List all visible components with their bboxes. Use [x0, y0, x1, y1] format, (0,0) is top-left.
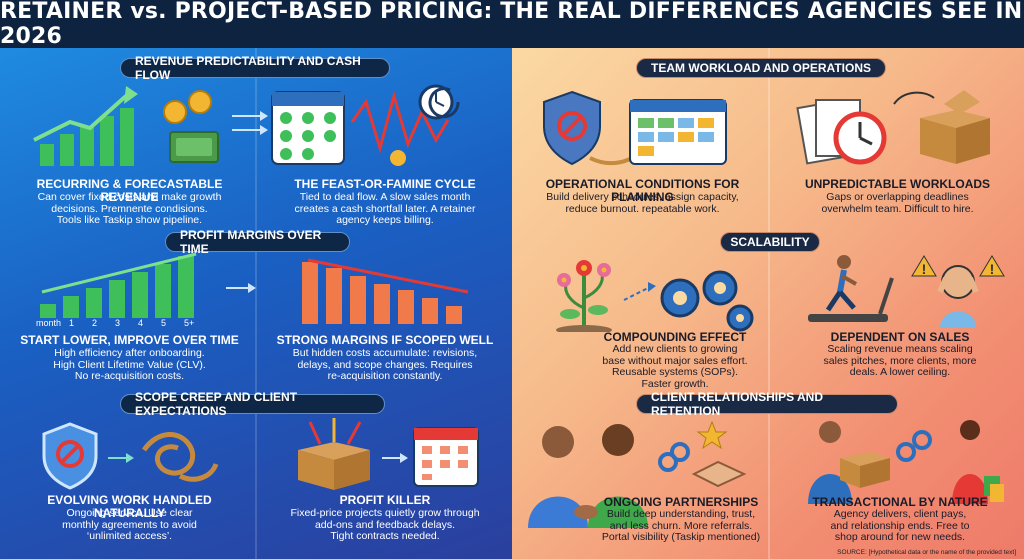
block-text: Ongoing service. Use clear monthly agree… [62, 507, 197, 542]
chart-axis-label: 1 [69, 318, 75, 328]
chart-bar [109, 280, 125, 318]
block-text: Scaling revenue means scaling sales pitc… [823, 343, 977, 378]
trend-arrow [307, 258, 469, 294]
chart-bar [374, 284, 390, 324]
falling-margins-chart [302, 258, 469, 324]
block-title: EVOLVING WORK HANDLED NATURALLY [47, 493, 212, 520]
block-text: Build delivery schedules, assign capacit… [546, 191, 739, 215]
block-title: PROFIT KILLER [339, 493, 431, 507]
calendar-icon [271, 84, 460, 166]
block-title: TRANSACTIONAL BY NATURE [812, 495, 988, 509]
trend-arrow [41, 252, 197, 294]
chart-axis-label: 3 [115, 318, 121, 328]
block-title: OPERATIONAL CONDITIONS FOR PLANNING [545, 177, 740, 204]
block-text: Agency delivers, client pays, and relati… [830, 508, 970, 543]
block-text: Build deep understanding, trust, and les… [601, 508, 761, 543]
section-revenue: REVENUE PREDICTABILITY AND CASH FLOW [120, 54, 390, 82]
block-text: Fixed-price projects quietly grow throug… [290, 507, 480, 542]
overflowing-box-icon [298, 418, 479, 490]
chart-bar [40, 304, 56, 318]
chart-bar [155, 264, 171, 318]
block-text: But hidden costs accumulate: revisions, … [292, 347, 478, 382]
chart-bar [350, 276, 366, 324]
chart-bar [446, 306, 462, 324]
shield-calendar-icon [543, 90, 727, 166]
section-relationships: CLIENT RELATIONSHIPS AND RETENTION [636, 390, 898, 418]
block-text: High efficiency after onboarding. High C… [53, 347, 206, 382]
section-margins: PROFIT MARGINS OVER TIME [165, 228, 350, 256]
svg-text:!: ! [990, 261, 995, 277]
chart-bar [86, 288, 102, 318]
block-title: STRONG MARGINS IF SCOPED WELL [276, 333, 494, 347]
chart-bar [326, 268, 342, 324]
growing-plant-icon [556, 260, 754, 332]
treadmill-runner-icon: ! ! [808, 255, 1005, 328]
chart-bar [132, 272, 148, 318]
chart-bar [63, 296, 79, 318]
block-title: RECURRING & FORECASTABLE REVENUE [36, 177, 223, 204]
chart-axis-label: 5 [161, 318, 167, 328]
block-text: Can cover fixed costs and make growth de… [37, 191, 222, 226]
block-text: Tied to deal flow. A slow sales month cr… [294, 191, 476, 226]
block-title: COMPOUNDING EFFECT [603, 330, 747, 344]
chart-axis-label: 4 [138, 318, 144, 328]
partnership-icon [528, 420, 747, 528]
transaction-icon [808, 420, 1004, 504]
chart-axis-label: month [36, 318, 62, 328]
section-scalability: SCALABILITY [720, 232, 820, 252]
arrow-right-icon [232, 111, 268, 135]
chart-bar [178, 256, 194, 318]
arrow-right-icon [226, 283, 256, 293]
page-title: RETAINER vs. PROJECT-BASED PRICING: THE … [0, 0, 1024, 49]
deadline-clock-icon [796, 90, 990, 165]
divider [255, 48, 257, 559]
shield-icon [42, 422, 219, 490]
block-text: Gaps or overlapping deadlines overwhelm … [821, 191, 974, 215]
block-text: Add new clients to growing base without … [602, 343, 748, 390]
block-title: THE FEAST-OR-FAMINE CYCLE [294, 177, 476, 191]
chart-axis-label: 2 [92, 318, 98, 328]
block-title: UNPREDICTABLE WORKLOADS [804, 177, 991, 191]
chart-bar [422, 298, 438, 324]
block-title: ONGOING PARTNERSHIPS [603, 495, 759, 509]
svg-text:!: ! [922, 261, 927, 277]
section-scope: SCOPE CREEP AND CLIENT EXPECTATIONS [120, 390, 385, 418]
block-title: DEPENDENT ON SALES [830, 330, 970, 344]
block-title: START LOWER, IMPROVE OVER TIME [20, 333, 239, 347]
growth-chart-icon [33, 86, 219, 166]
rising-margins-chart [40, 252, 197, 318]
divider [768, 48, 770, 559]
chart-bar [398, 290, 414, 324]
section-workload: TEAM WORKLOAD AND OPERATIONS [636, 58, 886, 78]
chart-axis-labels: month 1 2 3 4 5 5+ [36, 318, 206, 330]
source-note: SOURCE: [Hypothetical data or the name o… [837, 549, 1016, 556]
chart-axis-label: 5+ [184, 318, 195, 328]
chart-bar [302, 262, 318, 324]
